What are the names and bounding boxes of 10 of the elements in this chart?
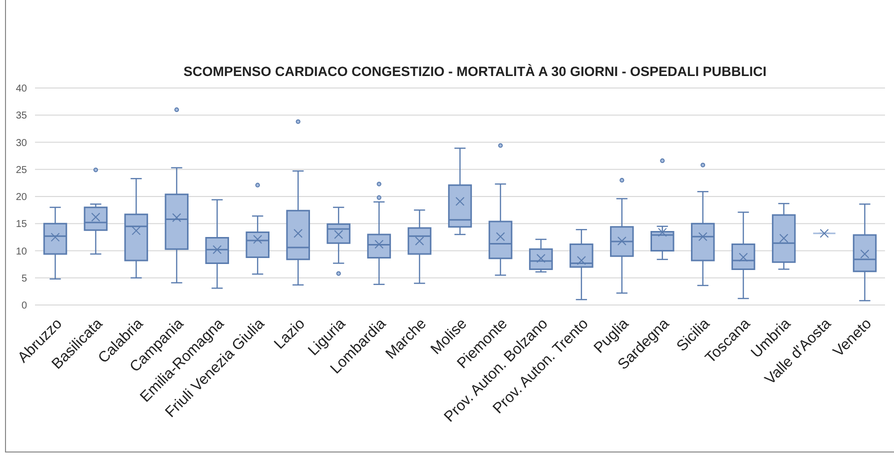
chart-title: SCOMPENSO CARDIACO CONGESTIZIO - MORTALITÀ A 30 GIORNI - OSPEDALI PUBBLICI xyxy=(183,64,767,79)
y-tick-label: 10 xyxy=(16,246,28,258)
y-tick-label: 20 xyxy=(16,192,28,203)
y-tick-label: 30 xyxy=(16,138,28,149)
y-tick-label: 5 xyxy=(21,273,28,284)
y-tick-label: 0 xyxy=(21,300,28,312)
y-tick-label: 25 xyxy=(16,164,28,176)
y-tick-label: 15 xyxy=(16,219,28,230)
y-tick-label: 35 xyxy=(16,110,28,122)
y-tick-label: 40 xyxy=(16,84,28,94)
